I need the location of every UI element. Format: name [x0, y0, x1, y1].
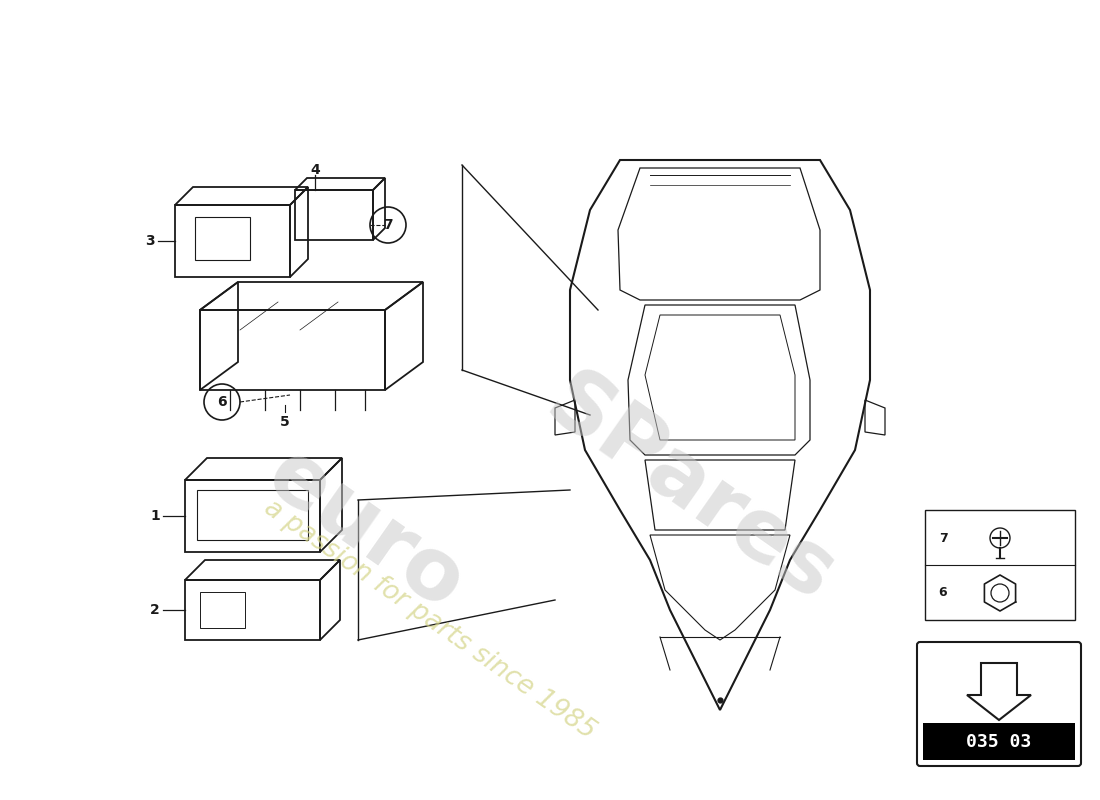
- Text: 035 03: 035 03: [967, 733, 1032, 751]
- Polygon shape: [967, 663, 1031, 720]
- Text: 3: 3: [145, 234, 155, 248]
- Text: 2: 2: [150, 603, 160, 617]
- Text: 4: 4: [310, 163, 320, 177]
- Text: 6: 6: [938, 586, 947, 599]
- Text: SPares: SPares: [530, 361, 850, 619]
- Bar: [923, 723, 1075, 760]
- Text: 1: 1: [150, 509, 160, 523]
- Text: euro: euro: [251, 433, 480, 627]
- Text: 7: 7: [938, 531, 947, 545]
- Text: 6: 6: [217, 395, 227, 409]
- Bar: [925, 510, 1075, 620]
- Text: 7: 7: [383, 218, 393, 232]
- Text: a passion for parts since 1985: a passion for parts since 1985: [260, 495, 601, 745]
- Text: 5: 5: [280, 415, 290, 429]
